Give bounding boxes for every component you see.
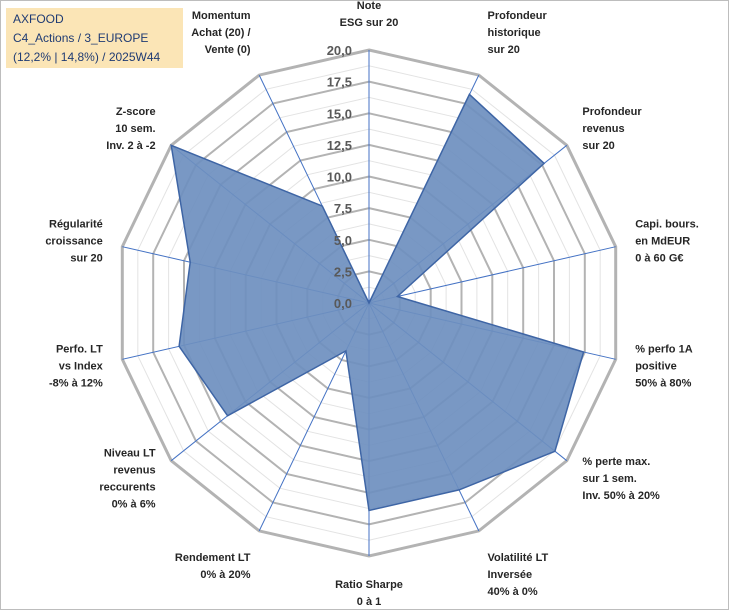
axis-label-line: Z-score [116,106,156,118]
axis-label: Note ESG sur 20 [340,0,399,29]
axis-label-line: Momentum [192,10,251,22]
axis-label-line: positive [635,361,677,373]
axis-label-line: Note [357,0,381,12]
axis-label-line: Inv. 50% à 20% [582,490,660,502]
axis-label-line: Vente (0) [205,44,251,56]
axis-label-line: historique [488,27,541,39]
axis-label-line: 10 sem. [115,123,155,135]
axis-label-line: 0 à 1 [357,596,381,608]
axis-label: Volatilité LT Inversée 40% à 0% [488,552,549,598]
axis-label-line: -8% à 12% [49,378,103,390]
axis-label-line: Rendement LT [175,552,251,564]
radar-series [170,93,585,512]
tick-label: 15,0 [327,106,352,121]
tick-label: 12,5 [327,138,352,153]
category-label: C4_Actions / 3_EUROPE [13,31,149,45]
axis-label-line: sur 20 [582,140,614,152]
axis-label: Régularité croissance sur 20 [45,219,102,265]
axis-label-line: Achat (20) / [191,27,250,39]
axis-label-line: Niveau LT [104,448,156,460]
info-box: AXFOOD C4_Actions / 3_EUROPE (12,2% | 14… [6,8,183,68]
axis-label: Niveau LT revenus reccurents 0% à 6% [99,448,156,511]
spoke-line [368,246,616,304]
tick-label: 20,0 [327,43,352,58]
axis-label-line: Régularité [49,219,103,231]
axis-label-line: Capi. bours. [635,219,699,231]
axis-label-line: 50% à 80% [635,378,691,390]
stats-label: (12,2% | 14,8%) / 2025W44 [13,50,161,64]
tick-label: 10,0 [327,170,352,185]
tick-label: 2,5 [334,264,352,279]
axis-label-line: sur 1 sem. [582,473,636,485]
axis-label-line: 0% à 20% [200,569,250,581]
axis-label-line: Perfo. LT [56,344,103,356]
axis-label: Capi. bours. en MdEUR 0 à 60 G€ [635,219,699,265]
axis-label-line: revenus [582,123,624,135]
axis-label-line: en MdEUR [635,236,690,248]
axis-label: Perfo. LT vs Index -8% à 12% [49,344,104,390]
axis-label-line: ESG sur 20 [340,17,399,29]
tick-label: 0,0 [334,296,352,311]
axis-label-line: vs Index [59,361,104,373]
tick-label: 17,5 [327,75,352,90]
series-area [170,93,585,512]
axis-label-line: % perfo 1A [635,344,693,356]
axis-label-line: 0% à 6% [112,499,156,511]
axis-label: Rendement LT 0% à 20% [175,552,251,581]
tick-label: 7,5 [334,201,352,216]
axis-label-line: Profondeur [582,106,642,118]
axis-label-line: croissance [45,236,102,248]
axis-label-line: Profondeur [488,10,548,22]
axis-label: Profondeur revenus sur 20 [582,106,642,152]
axis-label-line: % perte max. [582,456,650,468]
axis-label-line: 0 à 60 G€ [635,253,683,265]
axis-label-line: Inversée [488,569,533,581]
axis-label-line: sur 20 [488,44,520,56]
company-name: AXFOOD [13,12,64,26]
axis-label-line: 40% à 0% [488,586,538,598]
tick-label: 5,0 [334,233,352,248]
axis-labels: Note ESG sur 20 Profondeur historique sur 20… [45,0,698,608]
axis-label-line: Volatilité LT [488,552,549,564]
axis-label: Z-score 10 sem. Inv. 2 à -2 [106,106,155,152]
axis-label-line: Inv. 2 à -2 [106,140,155,152]
radial-tick-labels: 0,0 2,5 5,0 7,5 10,0 12,5 15,0 17,5 20,0 [327,43,352,311]
axis-label-line: reccurents [99,482,155,494]
axis-label: % perfo 1A positive 50% à 80% [635,344,693,390]
axis-label: % perte max. sur 1 sem. Inv. 50% à 20% [582,456,660,502]
axis-label-line: Ratio Sharpe [335,579,403,591]
axis-label: Momentum Achat (20) / Vente (0) [191,10,251,56]
axis-label-line: revenus [113,465,155,477]
axis-label-line: sur 20 [70,253,102,265]
axis-label: Ratio Sharpe 0 à 1 [335,579,403,608]
axis-label: Profondeur historique sur 20 [488,10,548,56]
